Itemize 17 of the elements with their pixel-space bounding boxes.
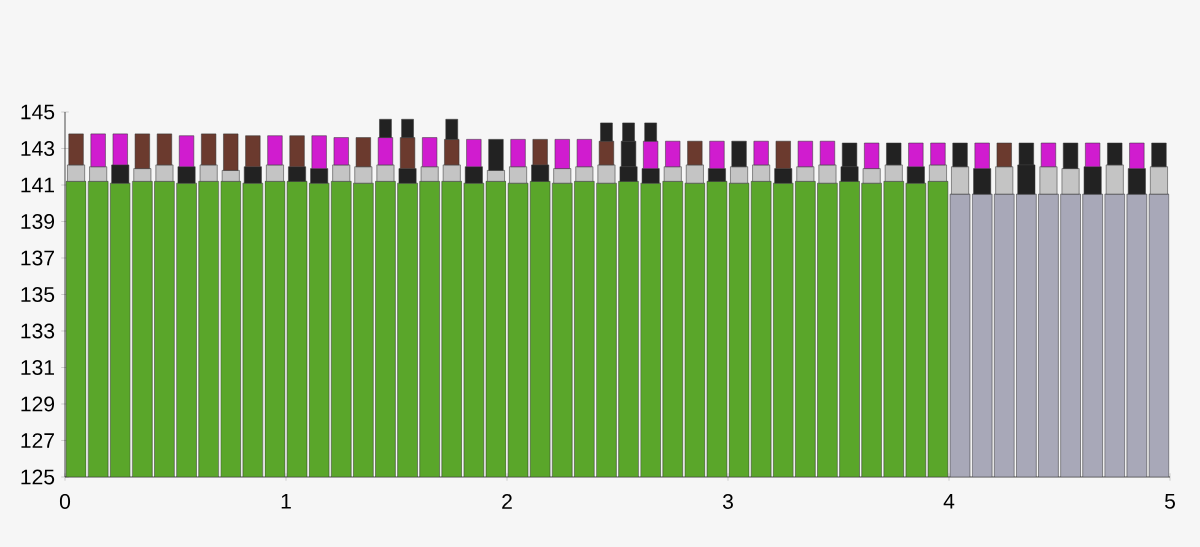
y-tick-label: 143: [21, 141, 55, 156]
y-tick-label: 139: [21, 214, 55, 229]
y-tick-label: 129: [21, 396, 55, 412]
x-tick-label: 0: [59, 494, 71, 509]
y-tick-label: 125: [21, 469, 55, 485]
y-tick-label: 135: [21, 287, 55, 302]
y-tick-label: 137: [21, 250, 54, 266]
y-tick-label: 127: [21, 433, 54, 448]
x-tick-label: 4: [943, 494, 955, 509]
y-tick-label: 145: [21, 104, 55, 120]
y-tick-label: 141: [21, 177, 54, 193]
y-tick-label: 131: [21, 360, 54, 375]
x-tick-label: 2: [502, 494, 512, 509]
x-tick-label: 3: [722, 494, 733, 509]
x-tick-label: 5: [1165, 494, 1175, 509]
y-tick-label: 133: [21, 323, 55, 339]
x-tick-label: 1: [281, 494, 291, 509]
